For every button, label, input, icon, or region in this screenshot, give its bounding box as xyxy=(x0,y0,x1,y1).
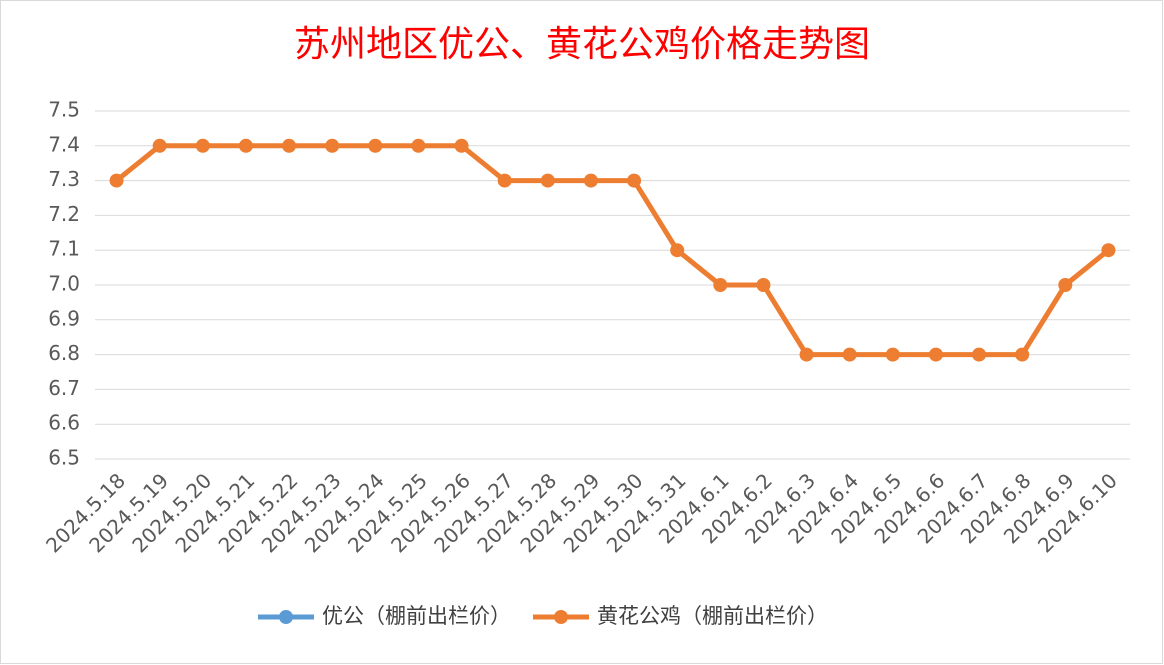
series-line xyxy=(114,143,1111,358)
y-tick-label: 6.8 xyxy=(48,341,80,365)
y-tick-label: 7.5 xyxy=(48,98,80,122)
y-tick-label: 6.6 xyxy=(48,411,80,435)
legend-marker xyxy=(554,610,568,624)
legend-label: 优公（棚前出栏价） xyxy=(322,604,511,628)
data-point xyxy=(411,138,426,153)
data-point xyxy=(282,138,297,153)
data-point xyxy=(1101,243,1116,258)
y-tick-label: 6.5 xyxy=(48,446,80,470)
data-point xyxy=(583,173,598,188)
data-point xyxy=(1015,347,1030,362)
legend-marker xyxy=(279,610,293,624)
chart-title: 苏州地区优公、黄花公鸡价格走势图 xyxy=(294,24,870,65)
data-point xyxy=(1058,278,1073,292)
data-point xyxy=(670,243,685,258)
y-tick-label: 7.0 xyxy=(48,272,80,296)
data-point xyxy=(756,278,771,292)
data-point xyxy=(195,138,210,153)
data-point xyxy=(325,138,340,153)
y-tick-label: 6.9 xyxy=(48,306,80,330)
data-point xyxy=(540,173,555,188)
data-point xyxy=(497,173,512,188)
y-tick-label: 7.4 xyxy=(48,132,80,156)
data-point xyxy=(713,278,728,292)
data-point xyxy=(368,138,383,153)
legend-label: 黄花公鸡（棚前出栏价） xyxy=(597,604,828,628)
data-point xyxy=(799,347,814,362)
data-point xyxy=(972,347,987,362)
y-tick-label: 7.1 xyxy=(48,237,80,261)
y-tick-label: 7.2 xyxy=(48,202,80,226)
y-tick-label: 6.7 xyxy=(48,376,80,400)
data-point xyxy=(238,138,253,153)
data-point xyxy=(109,173,124,188)
data-point xyxy=(928,347,943,362)
data-point xyxy=(885,347,900,362)
data-point xyxy=(627,173,642,188)
data-point xyxy=(454,138,469,153)
data-point xyxy=(152,138,167,153)
data-point xyxy=(842,347,857,362)
y-tick-label: 7.3 xyxy=(48,167,80,191)
